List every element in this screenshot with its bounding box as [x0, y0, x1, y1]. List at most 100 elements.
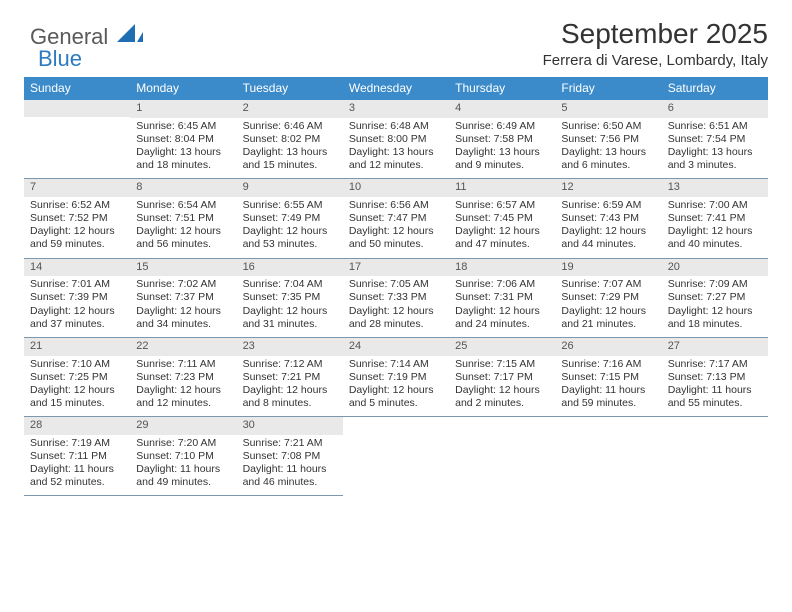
day-cell: 11Sunrise: 6:57 AMSunset: 7:45 PMDayligh… — [449, 179, 555, 258]
week-row: 7Sunrise: 6:52 AMSunset: 7:52 PMDaylight… — [24, 179, 768, 258]
day-body: Sunrise: 7:04 AMSunset: 7:35 PMDaylight:… — [237, 276, 343, 337]
day-number: 12 — [555, 179, 661, 197]
sunset-line: Sunset: 8:04 PM — [136, 133, 230, 146]
day-cell: 26Sunrise: 7:16 AMSunset: 7:15 PMDayligh… — [555, 338, 661, 417]
day-number: 15 — [130, 259, 236, 277]
sunrise-line: Sunrise: 7:19 AM — [30, 437, 124, 450]
day-number: 2 — [237, 100, 343, 118]
day-cell: 29Sunrise: 7:20 AMSunset: 7:10 PMDayligh… — [130, 417, 236, 496]
day-number: 26 — [555, 338, 661, 356]
day-cell: 17Sunrise: 7:05 AMSunset: 7:33 PMDayligh… — [343, 259, 449, 338]
sunrise-line: Sunrise: 7:14 AM — [349, 358, 443, 371]
day-body: Sunrise: 7:21 AMSunset: 7:08 PMDaylight:… — [237, 435, 343, 496]
day-body: Sunrise: 6:46 AMSunset: 8:02 PMDaylight:… — [237, 118, 343, 179]
sunrise-line: Sunrise: 7:17 AM — [668, 358, 762, 371]
day-cell: 28Sunrise: 7:19 AMSunset: 7:11 PMDayligh… — [24, 417, 130, 496]
daylight-line: Daylight: 13 hours and 6 minutes. — [561, 146, 655, 172]
sunset-line: Sunset: 7:29 PM — [561, 291, 655, 304]
day-cell — [662, 417, 768, 496]
sunrise-line: Sunrise: 6:52 AM — [30, 199, 124, 212]
day-body: Sunrise: 6:48 AMSunset: 8:00 PMDaylight:… — [343, 118, 449, 179]
sunrise-line: Sunrise: 6:46 AM — [243, 120, 337, 133]
day-body: Sunrise: 7:01 AMSunset: 7:39 PMDaylight:… — [24, 276, 130, 337]
day-number: 7 — [24, 179, 130, 197]
day-number: 18 — [449, 259, 555, 277]
day-cell: 8Sunrise: 6:54 AMSunset: 7:51 PMDaylight… — [130, 179, 236, 258]
day-body: Sunrise: 7:15 AMSunset: 7:17 PMDaylight:… — [449, 356, 555, 417]
daylight-line: Daylight: 12 hours and 50 minutes. — [349, 225, 443, 251]
sunset-line: Sunset: 7:47 PM — [349, 212, 443, 225]
sunrise-line: Sunrise: 6:59 AM — [561, 199, 655, 212]
sunset-line: Sunset: 7:33 PM — [349, 291, 443, 304]
day-cell: 25Sunrise: 7:15 AMSunset: 7:17 PMDayligh… — [449, 338, 555, 417]
day-number: 25 — [449, 338, 555, 356]
day-body: Sunrise: 7:16 AMSunset: 7:15 PMDaylight:… — [555, 356, 661, 417]
day-body: Sunrise: 7:12 AMSunset: 7:21 PMDaylight:… — [237, 356, 343, 417]
sunset-line: Sunset: 7:58 PM — [455, 133, 549, 146]
sunrise-line: Sunrise: 7:20 AM — [136, 437, 230, 450]
day-number: 6 — [662, 100, 768, 118]
day-cell — [24, 100, 130, 179]
day-body: Sunrise: 7:09 AMSunset: 7:27 PMDaylight:… — [662, 276, 768, 337]
sunset-line: Sunset: 7:54 PM — [668, 133, 762, 146]
sunset-line: Sunset: 7:51 PM — [136, 212, 230, 225]
day-cell: 1Sunrise: 6:45 AMSunset: 8:04 PMDaylight… — [130, 100, 236, 179]
day-cell: 9Sunrise: 6:55 AMSunset: 7:49 PMDaylight… — [237, 179, 343, 258]
sunrise-line: Sunrise: 6:49 AM — [455, 120, 549, 133]
sunset-line: Sunset: 7:11 PM — [30, 450, 124, 463]
weekday-header: Monday — [130, 77, 236, 100]
day-body: Sunrise: 6:51 AMSunset: 7:54 PMDaylight:… — [662, 118, 768, 179]
day-number: 21 — [24, 338, 130, 356]
weekday-header: Friday — [555, 77, 661, 100]
week-row: 1Sunrise: 6:45 AMSunset: 8:04 PMDaylight… — [24, 100, 768, 179]
sunrise-line: Sunrise: 7:07 AM — [561, 278, 655, 291]
sunset-line: Sunset: 7:45 PM — [455, 212, 549, 225]
day-cell: 23Sunrise: 7:12 AMSunset: 7:21 PMDayligh… — [237, 338, 343, 417]
day-body: Sunrise: 7:00 AMSunset: 7:41 PMDaylight:… — [662, 197, 768, 258]
sunset-line: Sunset: 7:23 PM — [136, 371, 230, 384]
day-cell: 5Sunrise: 6:50 AMSunset: 7:56 PMDaylight… — [555, 100, 661, 179]
daylight-line: Daylight: 11 hours and 46 minutes. — [243, 463, 337, 489]
sunrise-line: Sunrise: 6:54 AM — [136, 199, 230, 212]
day-body: Sunrise: 6:57 AMSunset: 7:45 PMDaylight:… — [449, 197, 555, 258]
sunrise-line: Sunrise: 7:06 AM — [455, 278, 549, 291]
day-body: Sunrise: 6:52 AMSunset: 7:52 PMDaylight:… — [24, 197, 130, 258]
day-number: 29 — [130, 417, 236, 435]
calendar: SundayMondayTuesdayWednesdayThursdayFrid… — [24, 77, 768, 496]
day-body: Sunrise: 6:56 AMSunset: 7:47 PMDaylight:… — [343, 197, 449, 258]
daylight-line: Daylight: 12 hours and 53 minutes. — [243, 225, 337, 251]
daylight-line: Daylight: 12 hours and 15 minutes. — [30, 384, 124, 410]
day-cell — [449, 417, 555, 496]
weekday-header: Saturday — [662, 77, 768, 100]
day-number: 16 — [237, 259, 343, 277]
sunrise-line: Sunrise: 6:57 AM — [455, 199, 549, 212]
day-cell: 3Sunrise: 6:48 AMSunset: 8:00 PMDaylight… — [343, 100, 449, 179]
sunset-line: Sunset: 7:08 PM — [243, 450, 337, 463]
day-number: 8 — [130, 179, 236, 197]
daylight-line: Daylight: 12 hours and 40 minutes. — [668, 225, 762, 251]
day-cell: 22Sunrise: 7:11 AMSunset: 7:23 PMDayligh… — [130, 338, 236, 417]
daylight-line: Daylight: 12 hours and 21 minutes. — [561, 305, 655, 331]
sunrise-line: Sunrise: 7:09 AM — [668, 278, 762, 291]
day-cell: 7Sunrise: 6:52 AMSunset: 7:52 PMDaylight… — [24, 179, 130, 258]
day-number: 5 — [555, 100, 661, 118]
daylight-line: Daylight: 12 hours and 18 minutes. — [668, 305, 762, 331]
day-number: 20 — [662, 259, 768, 277]
sunrise-line: Sunrise: 7:04 AM — [243, 278, 337, 291]
logo-text-blue: Blue — [38, 46, 82, 72]
day-body: Sunrise: 6:50 AMSunset: 7:56 PMDaylight:… — [555, 118, 661, 179]
weekday-header: Thursday — [449, 77, 555, 100]
sunset-line: Sunset: 7:49 PM — [243, 212, 337, 225]
sunrise-line: Sunrise: 7:15 AM — [455, 358, 549, 371]
daylight-line: Daylight: 11 hours and 49 minutes. — [136, 463, 230, 489]
day-number: 19 — [555, 259, 661, 277]
day-body: Sunrise: 7:07 AMSunset: 7:29 PMDaylight:… — [555, 276, 661, 337]
sunrise-line: Sunrise: 6:55 AM — [243, 199, 337, 212]
day-cell: 30Sunrise: 7:21 AMSunset: 7:08 PMDayligh… — [237, 417, 343, 496]
daylight-line: Daylight: 12 hours and 37 minutes. — [30, 305, 124, 331]
day-body: Sunrise: 7:02 AMSunset: 7:37 PMDaylight:… — [130, 276, 236, 337]
day-number: 22 — [130, 338, 236, 356]
sunrise-line: Sunrise: 6:51 AM — [668, 120, 762, 133]
logo: General Blue — [30, 24, 145, 50]
day-cell: 24Sunrise: 7:14 AMSunset: 7:19 PMDayligh… — [343, 338, 449, 417]
